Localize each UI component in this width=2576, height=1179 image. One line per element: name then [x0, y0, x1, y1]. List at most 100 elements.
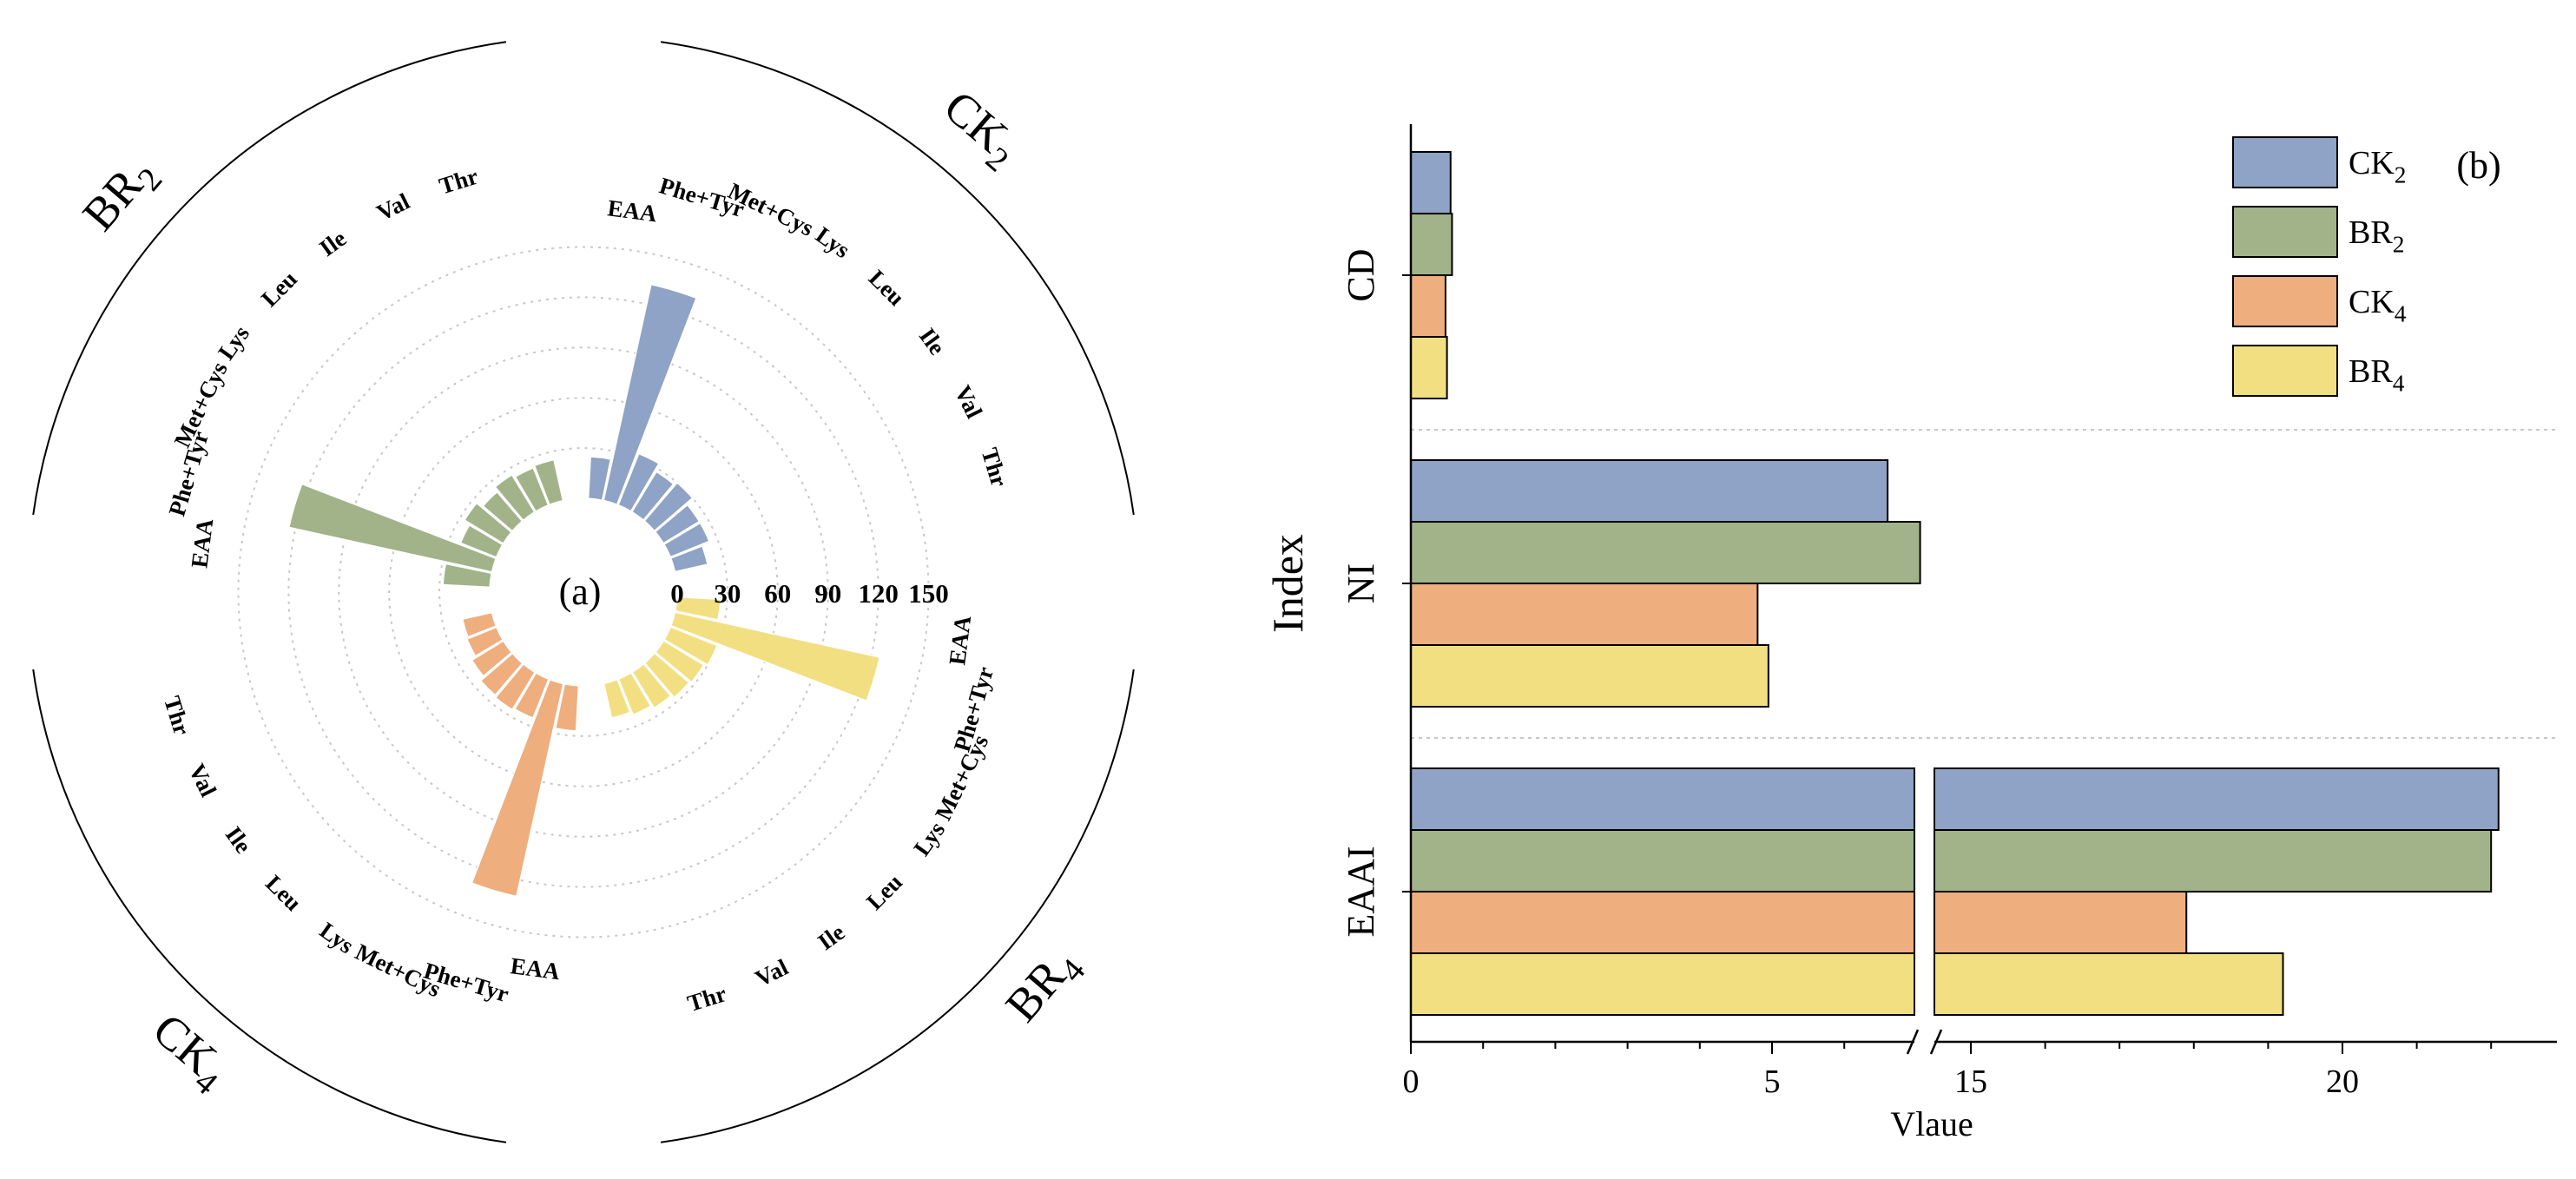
x-tick-label: 15	[1954, 1064, 1987, 1100]
radial-bar-BR2-Met+Cys	[459, 524, 504, 558]
radial-bar-CK2-Met+Cys	[617, 452, 660, 512]
category-label: Leu	[256, 266, 302, 312]
grid-circle	[237, 246, 930, 939]
bar-BR2-NI	[1410, 521, 1921, 584]
legend-label-CK2-main: CK	[2349, 145, 2395, 181]
legend-label-CK4-main: CK	[2349, 284, 2395, 320]
bar-BR2-EAAI	[1410, 829, 1915, 892]
category-label: Lys	[811, 221, 854, 263]
group-label-CK4: CK4	[138, 1004, 239, 1103]
legend-swatch-CK4	[2232, 275, 2338, 327]
category-label: Ile	[221, 822, 257, 859]
radial-bar-BR4-Ile	[631, 662, 672, 709]
category-label: Leu	[861, 869, 907, 915]
radial-bar-CK4-Ile	[471, 640, 513, 677]
legend-swatch-BR4	[2232, 345, 2338, 397]
radial-bar-CK2-Ile	[654, 504, 701, 544]
axis-break-mark	[1929, 1029, 1943, 1055]
category-label: Val	[184, 760, 222, 801]
bar-BR4-EAAI-cont	[1934, 952, 2284, 1016]
bar-BR2-CD	[1410, 213, 1453, 276]
bar-BR4-NI	[1410, 644, 1769, 708]
radial-bar-BR2-Val	[514, 466, 550, 513]
category-label: Ile	[914, 323, 951, 359]
x-axis-title: Vlaue	[1890, 1104, 1973, 1143]
radial-bar-BR2-Ile	[494, 473, 536, 522]
radial-bar-CK2-Leu	[643, 481, 694, 532]
bar-CK2-EAAI	[1410, 767, 1915, 831]
category-label: EAA	[944, 614, 976, 667]
radial-tick-label: 0	[670, 578, 684, 609]
grid-circle	[338, 346, 829, 838]
legend-label-BR4: BR4	[2349, 353, 2405, 397]
bar-CK4-CD	[1410, 274, 1446, 338]
radial-tick-label: 150	[908, 578, 949, 609]
axis-break-mark	[1906, 1029, 1920, 1055]
group-label-BR2: BR2	[73, 147, 170, 246]
grid-circle	[388, 397, 779, 787]
legend-label-BR4-main: BR	[2349, 353, 2393, 390]
radial-bar-BR4-Thr	[603, 678, 631, 719]
category-label: EAA	[606, 194, 659, 227]
panel-label-a: (a)	[559, 570, 602, 613]
legend-label-BR2-sub: 2	[2393, 232, 2405, 258]
category-label-NI: NI	[1340, 563, 1382, 603]
bar-CK4-NI	[1410, 583, 1759, 646]
category-label: Thr	[159, 693, 195, 738]
category-label: Val	[372, 188, 414, 226]
legend-label-CK2: CK2	[2349, 145, 2406, 188]
radial-bar-BR4-Met+Cys	[663, 626, 719, 666]
radial-bar-CK2-Val	[662, 522, 710, 558]
outer-arc	[32, 669, 507, 1143]
radial-bar-BR4-EAA	[674, 596, 721, 621]
bar-CK2-NI	[1410, 459, 1889, 523]
category-label: Thr	[436, 163, 481, 200]
group-label-BR4: BR4	[996, 938, 1093, 1037]
radial-bar-BR2-Thr	[533, 458, 564, 506]
category-label-EAAI: EAAI	[1340, 846, 1382, 937]
radial-chart: EAAPhe+TyrMet+CysLysLeuIleValThrCK2EAAPh…	[32, 41, 1135, 1143]
radial-tick-label: 90	[814, 578, 841, 609]
category-label: Lys	[908, 817, 950, 860]
category-label: Thr	[684, 980, 729, 1017]
legend-label-CK2-sub: 2	[2395, 162, 2407, 188]
panel-label-b: (b)	[2456, 144, 2500, 187]
grid-circle	[287, 296, 880, 888]
category-label: Ile	[814, 919, 850, 955]
radial-bar-BR2-EAA	[442, 563, 493, 589]
legend-swatch-CK2	[2232, 136, 2338, 188]
radial-bar-BR4-Lys	[654, 639, 705, 683]
bar-CK4-EAAI-cont	[1934, 891, 2188, 954]
category-label-CD: CD	[1340, 248, 1382, 301]
radial-bar-CK4-Met+Cys	[513, 672, 550, 720]
outer-arc	[32, 41, 507, 516]
bar-BR4-CD	[1410, 336, 1448, 399]
category-label: EAA	[186, 517, 218, 570]
radial-bar-BR2-Leu	[482, 491, 524, 532]
radial-tick-label: 30	[714, 578, 741, 609]
x-tick-label: 20	[2326, 1064, 2359, 1100]
category-label: Ile	[314, 225, 351, 261]
bar-BR4-EAAI	[1410, 952, 1915, 1016]
outer-arc	[660, 669, 1135, 1143]
outer-arc	[660, 41, 1135, 516]
radial-bar-CK2-Thr	[669, 545, 708, 573]
radial-bar-CK4-Thr	[461, 611, 497, 638]
legend-label-BR2: BR2	[2349, 214, 2404, 258]
radial-bar-BR2-Lys	[464, 502, 513, 545]
legend-label-BR4-sub: 4	[2393, 371, 2405, 397]
radial-bar-BR4-Val	[617, 671, 652, 716]
group-label-CK2: CK2	[929, 81, 1030, 180]
bar-CK2-EAAI-cont	[1934, 767, 2500, 831]
radial-bar-BR4-Phe+Tyr	[669, 611, 880, 702]
radial-bar-CK2-Phe+Tyr	[603, 283, 697, 506]
radial-bar-CK4-EAA	[554, 682, 580, 732]
category-label: Lys	[213, 320, 254, 364]
radial-bar-BR4-Leu	[643, 652, 690, 699]
category-label: Leu	[260, 870, 306, 916]
x-tick-label: 0	[1403, 1064, 1420, 1100]
radial-tick-label: 120	[858, 578, 899, 609]
bar-BR2-EAAI-cont	[1934, 829, 2493, 892]
